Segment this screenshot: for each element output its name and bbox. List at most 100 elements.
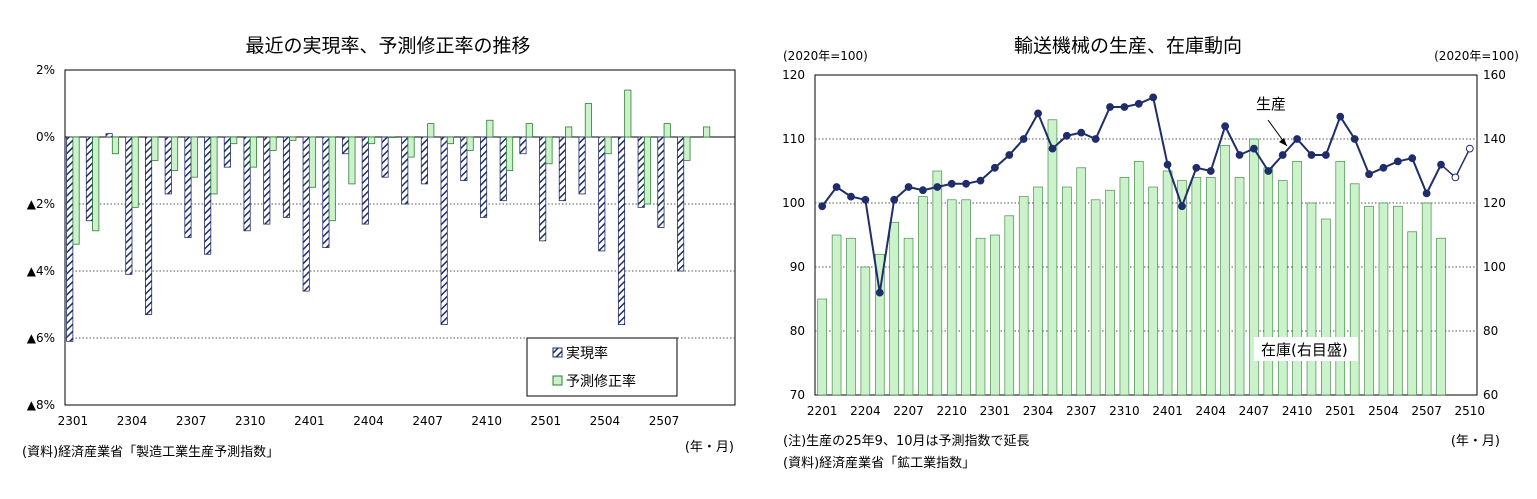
left-x-tick-label: 2307 bbox=[176, 414, 207, 428]
bar-inventory-2410 bbox=[1292, 161, 1302, 396]
bar-realization-2308 bbox=[204, 136, 212, 255]
bar-inventory-2209 bbox=[932, 170, 943, 396]
right-left-tick-label: 100 bbox=[782, 196, 805, 210]
right-left-tick-label: 120 bbox=[782, 68, 805, 82]
right-right-axis-ticks: 160 140 120 100 80 60 bbox=[1483, 68, 1506, 402]
bar-inventory-2212 bbox=[975, 237, 986, 396]
right-production-line bbox=[818, 93, 1474, 297]
bar-inventory-2507 bbox=[1421, 202, 1432, 396]
right-left-tick-label: 80 bbox=[790, 324, 805, 338]
left-x-tick-label: 2304 bbox=[117, 414, 148, 428]
right-x-tick-label: 2507 bbox=[1411, 404, 1442, 418]
production-point-2407 bbox=[1250, 144, 1258, 153]
bar-forecast-revision-2507 bbox=[663, 123, 671, 138]
left-x-unit: (年・月) bbox=[685, 440, 734, 455]
bar-inventory-2309 bbox=[1105, 189, 1115, 396]
left-source-note: (資料)経済産業省「製造工業生産予測指数」 bbox=[22, 444, 279, 460]
bar-inventory-2401 bbox=[1162, 170, 1173, 396]
bar-realization-2310 bbox=[243, 136, 251, 232]
bar-forecast-revision-2301 bbox=[72, 136, 80, 245]
bar-inventory-2210 bbox=[946, 199, 957, 396]
bar-forecast-revision-2502 bbox=[565, 126, 573, 138]
bar-inventory-2201 bbox=[817, 298, 827, 396]
right-left-axis-ticks: 120 110 100 90 80 70 bbox=[782, 68, 805, 402]
bar-forecast-revision-2409 bbox=[466, 136, 474, 151]
bar-inventory-2502 bbox=[1349, 183, 1360, 396]
bar-realization-2303 bbox=[105, 133, 113, 138]
bar-inventory-2508 bbox=[1436, 237, 1446, 396]
right-right-tick-label: 160 bbox=[1483, 68, 1506, 82]
bar-forecast-revision-2506 bbox=[643, 136, 652, 205]
bar-inventory-2306 bbox=[1062, 186, 1072, 396]
legend-swatch-realization bbox=[552, 347, 563, 358]
right-x-tick-label: 2201 bbox=[807, 404, 838, 418]
production-point-2412 bbox=[1321, 151, 1330, 159]
right-x-tick-label: 2510 bbox=[1455, 404, 1486, 418]
left-y-tick-labels: 2% 0% ▲2% ▲4% ▲6% ▲8% bbox=[27, 63, 55, 412]
bar-forecast-revision-2406 bbox=[407, 136, 415, 158]
production-point-2503 bbox=[1365, 170, 1373, 179]
bar-inventory-2208 bbox=[918, 196, 928, 396]
production-point-2501 bbox=[1336, 112, 1345, 121]
bar-inventory-2308 bbox=[1090, 199, 1101, 396]
right-x-tick-label: 2207 bbox=[893, 404, 924, 418]
left-x-tick-label: 2310 bbox=[235, 414, 266, 428]
bar-forecast-revision-2412 bbox=[525, 123, 533, 138]
bar-realization-2403 bbox=[342, 136, 350, 155]
production-point-forecast-2509 bbox=[1451, 173, 1460, 182]
bar-realization-2411 bbox=[499, 136, 507, 202]
bar-inventory-2402 bbox=[1177, 180, 1187, 396]
left-y-tick-label: ▲4% bbox=[27, 264, 55, 278]
bar-forecast-revision-2308 bbox=[210, 136, 218, 195]
right-note-forecast: (注)生産の25年9、10月は予測指数で延長 bbox=[783, 433, 1030, 449]
bar-forecast-revision-2404 bbox=[368, 136, 376, 145]
right-left-tick-label: 70 bbox=[790, 388, 805, 402]
left-x-tick-labels: 2301 2304 2307 2310 2401 2404 2407 2410 2501 2504… bbox=[58, 414, 680, 428]
right-right-tick-label: 60 bbox=[1483, 388, 1498, 402]
bar-forecast-revision-2402 bbox=[328, 136, 336, 222]
left-x-tick-label: 2410 bbox=[471, 414, 502, 428]
bar-forecast-revision-2501 bbox=[545, 136, 553, 165]
bar-inventory-2206 bbox=[889, 221, 899, 396]
left-y-tick-label: ▲2% bbox=[27, 197, 55, 211]
bar-forecast-revision-2306 bbox=[171, 136, 179, 171]
production-point-2201 bbox=[818, 202, 827, 211]
bar-inventory-2404 bbox=[1205, 177, 1216, 396]
bar-inventory-2301 bbox=[990, 234, 1000, 396]
bar-inventory-2405 bbox=[1220, 145, 1230, 396]
bar-inventory-2207 bbox=[903, 237, 914, 396]
right-right-tick-label: 140 bbox=[1483, 132, 1506, 146]
bar-forecast-revision-2401 bbox=[308, 136, 317, 188]
bar-realization-2506 bbox=[637, 136, 645, 208]
bar-forecast-revision-2304 bbox=[131, 136, 139, 208]
production-point-2404 bbox=[1206, 167, 1215, 175]
bar-realization-2501 bbox=[539, 136, 547, 242]
bar-inventory-2409 bbox=[1277, 180, 1288, 396]
legend-box bbox=[526, 337, 678, 397]
production-point-forecast-2510 bbox=[1465, 144, 1474, 153]
bar-inventory-2204 bbox=[860, 266, 871, 396]
bar-realization-2405 bbox=[381, 136, 389, 178]
right-x-tick-labels: 2201 2204 2207 2210 2301 2304 2307 2310 2401 2404… bbox=[807, 404, 1485, 418]
production-point-2307 bbox=[1077, 128, 1086, 137]
bar-inventory-2311 bbox=[1134, 161, 1144, 396]
production-point-2409 bbox=[1278, 151, 1287, 159]
production-point-2302 bbox=[1005, 151, 1014, 159]
production-point-2207 bbox=[904, 183, 913, 191]
right-plot-area bbox=[814, 74, 1478, 396]
bar-realization-2311 bbox=[263, 136, 271, 225]
bar-inventory-2503 bbox=[1364, 205, 1374, 396]
legend-label-realization: 実現率 bbox=[566, 345, 608, 362]
bar-inventory-2307 bbox=[1076, 167, 1087, 396]
bar-inventory-2406 bbox=[1234, 177, 1245, 396]
bar-realization-2312 bbox=[282, 136, 291, 218]
bar-realization-2404 bbox=[361, 136, 369, 225]
left-x-tick-label: 2504 bbox=[590, 414, 621, 428]
left-y-tick-label: ▲8% bbox=[27, 398, 55, 412]
bar-realization-2503 bbox=[578, 136, 586, 195]
annotation-inventory: 在庫(右目盛) bbox=[1261, 341, 1348, 359]
production-point-2401 bbox=[1163, 160, 1172, 169]
bar-forecast-revision-2504 bbox=[604, 136, 612, 155]
production-point-2308 bbox=[1091, 135, 1100, 143]
bar-forecast-revision-2302 bbox=[92, 136, 100, 232]
